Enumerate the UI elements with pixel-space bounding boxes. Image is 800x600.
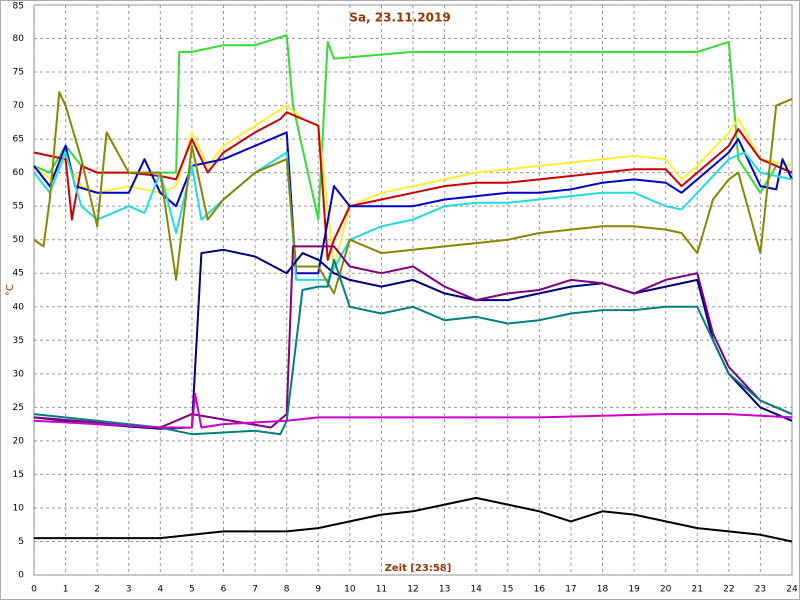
x-tick-label: 0 <box>31 585 37 595</box>
y-tick-label: 55 <box>13 202 24 212</box>
x-tick-label: 13 <box>439 585 450 595</box>
y-tick-label: 85 <box>13 2 24 12</box>
x-tick-label: 18 <box>597 585 609 595</box>
series-line <box>33 258 793 436</box>
x-tick-label: 9 <box>315 585 321 595</box>
y-tick-label: 50 <box>13 235 25 245</box>
y-tick-label: 60 <box>13 168 25 178</box>
x-tick-label: 14 <box>470 585 482 595</box>
y-tick-label: 65 <box>13 135 24 145</box>
x-tick-label: 6 <box>221 585 227 595</box>
series-line <box>33 111 793 261</box>
x-tick-label: 16 <box>534 585 546 595</box>
series-line <box>33 91 793 295</box>
series-line <box>33 248 793 430</box>
x-tick-label: 15 <box>502 585 513 595</box>
x-tick-label: 5 <box>189 585 195 595</box>
y-tick-label: 40 <box>13 302 25 312</box>
x-tick-label: 2 <box>94 585 100 595</box>
x-tick-label: 17 <box>565 585 576 595</box>
y-tick-label: 20 <box>13 436 25 446</box>
x-tick-label: 19 <box>628 585 640 595</box>
x-tick-label: 11 <box>376 585 387 595</box>
x-tick-label: 21 <box>692 585 703 595</box>
series-line <box>33 151 793 281</box>
y-axis-label: °C <box>5 284 16 296</box>
y-tick-label: 15 <box>13 470 24 480</box>
y-tick-label: 75 <box>13 68 24 78</box>
x-tick-label: 3 <box>126 585 132 595</box>
x-tick-label: 10 <box>344 585 356 595</box>
x-tick-label: 1 <box>63 585 69 595</box>
y-tick-label: 80 <box>13 34 25 44</box>
x-tick-label: 20 <box>660 585 672 595</box>
x-tick-label: 4 <box>157 585 163 595</box>
x-tick-label: 23 <box>755 585 766 595</box>
y-tick-label: 25 <box>13 403 24 413</box>
y-tick-label: 10 <box>13 503 25 513</box>
x-tick-label: 7 <box>252 585 258 595</box>
series-line <box>33 131 793 275</box>
x-tick-label: 22 <box>723 585 734 595</box>
y-tick-label: 70 <box>13 101 25 111</box>
y-tick-label: 45 <box>13 269 24 279</box>
series-line <box>33 392 793 429</box>
y-tick-label: 5 <box>18 537 24 547</box>
y-tick-label: 0 <box>18 571 24 581</box>
y-tick-label: 30 <box>13 369 25 379</box>
x-tick-label: 12 <box>407 585 418 595</box>
series-line <box>33 245 793 429</box>
chart-title: Sa, 23.11.2019 <box>349 11 450 25</box>
x-tick-label: 24 <box>786 585 798 595</box>
x-axis-label: Zeit [23:58] <box>385 563 452 574</box>
x-tick-label: 8 <box>284 585 290 595</box>
y-tick-label: 35 <box>13 336 24 346</box>
series-line <box>34 496 793 543</box>
